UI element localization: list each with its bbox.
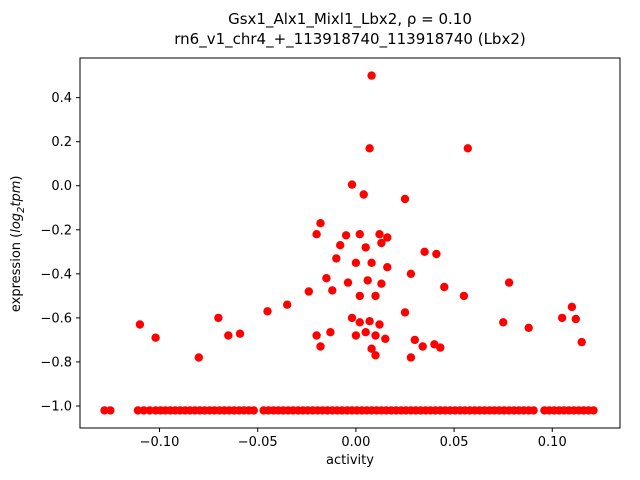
ylabel-suffix: ) — [9, 175, 25, 181]
data-point — [420, 247, 429, 256]
data-point — [341, 231, 351, 240]
x-axis-label: activity — [326, 453, 374, 468]
data-point — [529, 406, 538, 415]
data-point — [377, 279, 386, 288]
data-point — [133, 406, 143, 415]
data-point — [336, 241, 345, 250]
data-point — [406, 269, 416, 278]
data-point — [504, 278, 514, 287]
data-point — [440, 282, 449, 292]
ylabel-log: log — [9, 212, 25, 233]
data-point — [316, 219, 325, 228]
chart-title-line2: rn6_v1_chr4_+_113918740_113918740 (Lbx2) — [174, 30, 526, 48]
data-point — [347, 313, 357, 323]
data-point — [316, 342, 325, 351]
data-point — [347, 180, 357, 189]
chart-title-line1: Gsx1_Alx1_Mixl1_Lbx2, ρ = 0.10 — [228, 10, 472, 28]
data-point — [432, 249, 441, 259]
x-tick-label: −0.10 — [140, 435, 180, 450]
data-point — [499, 318, 508, 327]
ylabel-subscript: 2 — [15, 206, 27, 213]
data-point — [312, 230, 321, 239]
y-tick-label: −0.2 — [40, 223, 72, 238]
y-tick-label: −1.0 — [40, 399, 72, 414]
data-point — [106, 406, 115, 415]
data-point — [235, 329, 245, 338]
data-point — [361, 328, 370, 337]
data-point — [383, 263, 392, 272]
data-point — [371, 351, 380, 360]
y-tick-label: 0.0 — [51, 179, 72, 194]
x-tick-label: 0.00 — [341, 435, 370, 450]
data-point — [418, 342, 427, 351]
y-tick-label: −0.8 — [40, 355, 72, 370]
data-point — [194, 353, 203, 362]
data-point — [343, 278, 353, 287]
data-point — [100, 406, 109, 415]
data-point — [367, 344, 376, 353]
data-point — [459, 291, 469, 301]
data-point — [322, 274, 331, 283]
y-tick-label: 0.2 — [51, 135, 72, 150]
data-point — [400, 308, 410, 317]
data-point — [312, 331, 321, 340]
y-axis-label: expression (log2tpm) — [9, 69, 27, 419]
data-point — [328, 286, 337, 295]
y-tick-label: −0.4 — [40, 267, 72, 282]
data-point — [365, 144, 374, 153]
data-point — [355, 291, 364, 301]
data-point — [557, 313, 567, 323]
data-point — [367, 258, 376, 267]
data-point — [363, 276, 372, 285]
data-point — [224, 331, 233, 340]
data-point — [351, 331, 361, 340]
data-point — [567, 302, 577, 312]
data-point — [359, 190, 368, 199]
data-point — [410, 335, 419, 345]
data-point — [214, 313, 223, 323]
data-point — [151, 333, 160, 342]
data-point — [263, 307, 272, 316]
data-point — [139, 406, 148, 415]
data-point — [351, 258, 361, 267]
data-point — [436, 343, 445, 352]
y-tick-label: 0.4 — [51, 91, 72, 106]
data-point — [371, 291, 380, 301]
y-tick-label: −0.6 — [40, 311, 72, 326]
data-point — [377, 238, 386, 248]
data-point — [145, 406, 154, 415]
x-tick-label: 0.10 — [538, 435, 567, 450]
ylabel-tpm: tpm — [9, 180, 25, 207]
data-point — [304, 287, 313, 296]
x-tick-label: −0.05 — [238, 435, 278, 450]
data-point — [381, 334, 390, 343]
data-point — [355, 230, 364, 239]
data-point — [135, 320, 145, 329]
data-point — [365, 317, 374, 326]
data-point — [375, 230, 384, 239]
chart-title: Gsx1_Alx1_Mixl1_Lbx2, ρ = 0.10 rn6_v1_ch… — [80, 9, 620, 49]
data-point — [524, 323, 533, 332]
data-point — [371, 331, 380, 340]
data-point — [332, 254, 341, 263]
data-point — [367, 71, 376, 80]
data-point — [577, 337, 586, 347]
ylabel-prefix: expression ( — [9, 232, 25, 313]
x-tick-label: 0.05 — [440, 435, 469, 450]
data-point — [355, 318, 364, 327]
data-point — [283, 300, 292, 309]
data-point — [249, 406, 258, 415]
data-point — [361, 243, 370, 252]
data-point — [406, 353, 416, 362]
data-point — [463, 144, 472, 153]
data-point — [589, 406, 598, 415]
axes-frame — [79, 57, 621, 429]
data-point — [571, 314, 580, 324]
data-point — [400, 194, 410, 204]
data-point — [326, 328, 335, 337]
data-point — [375, 320, 384, 329]
data-point — [383, 233, 392, 242]
